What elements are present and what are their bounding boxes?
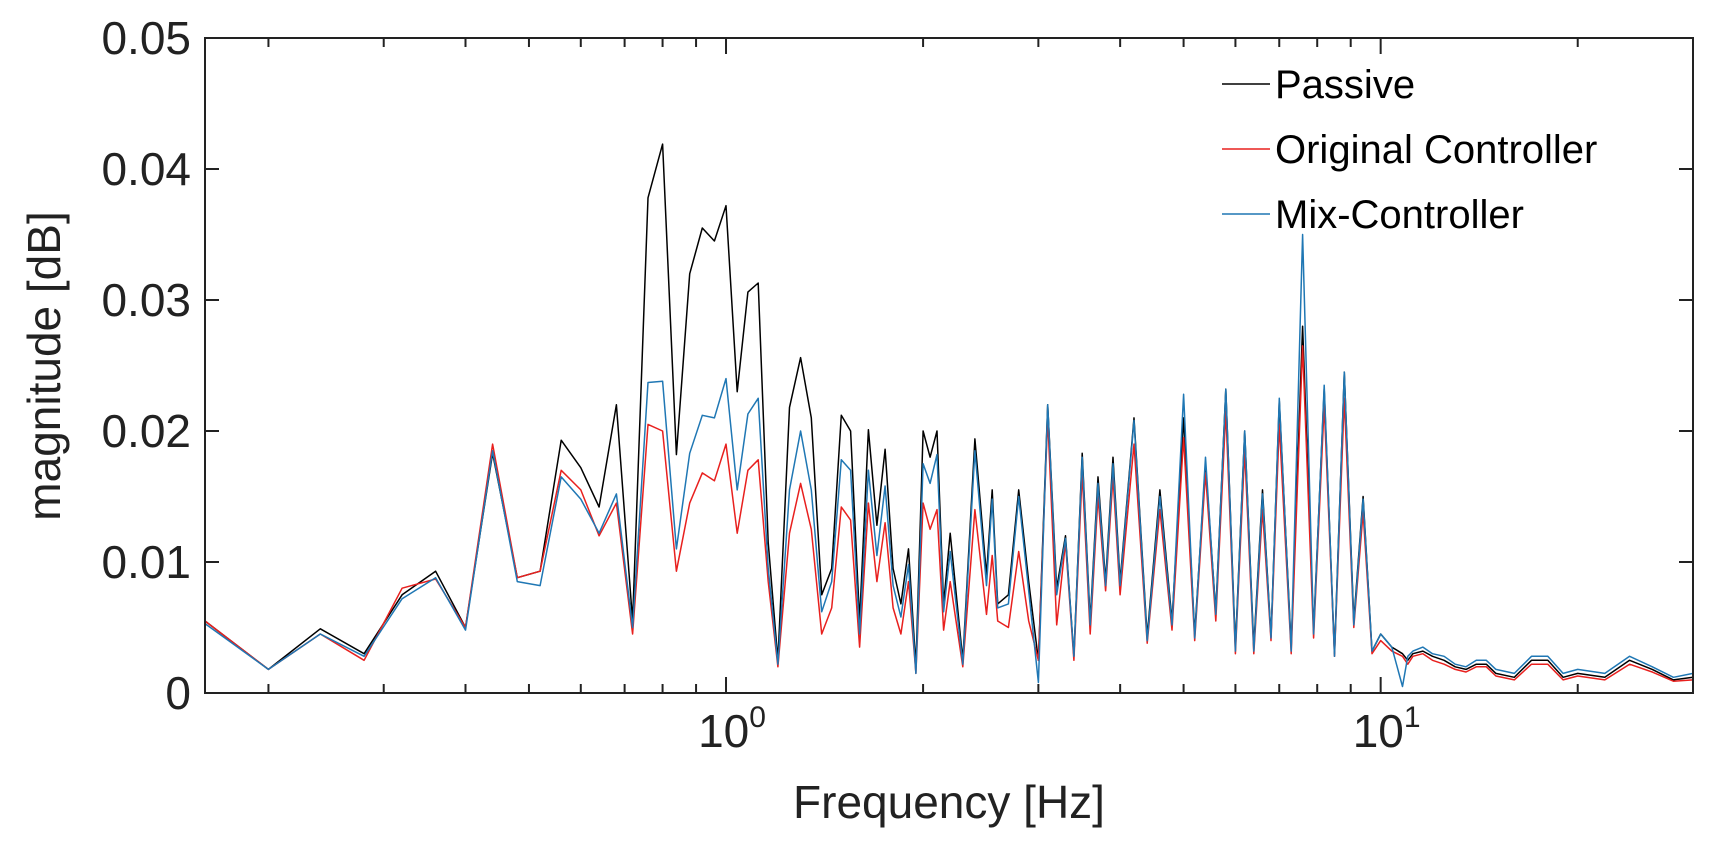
x-tick-label: 100 [698,701,766,757]
y-tick-label: 0.02 [101,405,191,457]
x-axis-label: Frequency [Hz] [793,776,1105,828]
x-tick-label: 101 [1353,701,1421,757]
legend-label-passive: Passive [1275,63,1415,107]
plot-area [205,38,1693,693]
series-line-mix-controller [204,233,1694,688]
legend-label-mix-controller: Mix-Controller [1275,193,1524,237]
plot-frame [204,37,1694,694]
legend-label-original-controller: Original Controller [1275,128,1597,172]
y-tick-label: 0.01 [101,536,191,588]
legend: Passive Original Controller Mix-Controll… [1222,63,1597,237]
y-tick-label: 0.04 [101,143,191,195]
y-tick-label: 0 [165,667,191,719]
series-layer [204,143,1694,688]
x-axis-ticks: 100 101 [267,38,1694,757]
y-tick-label: 0.05 [101,12,191,64]
y-axis-ticks: 0 0.01 0.02 0.03 0.04 0.05 [101,12,1693,719]
y-tick-label: 0.03 [101,274,191,326]
y-axis-label: magnitude [dB] [18,211,70,520]
